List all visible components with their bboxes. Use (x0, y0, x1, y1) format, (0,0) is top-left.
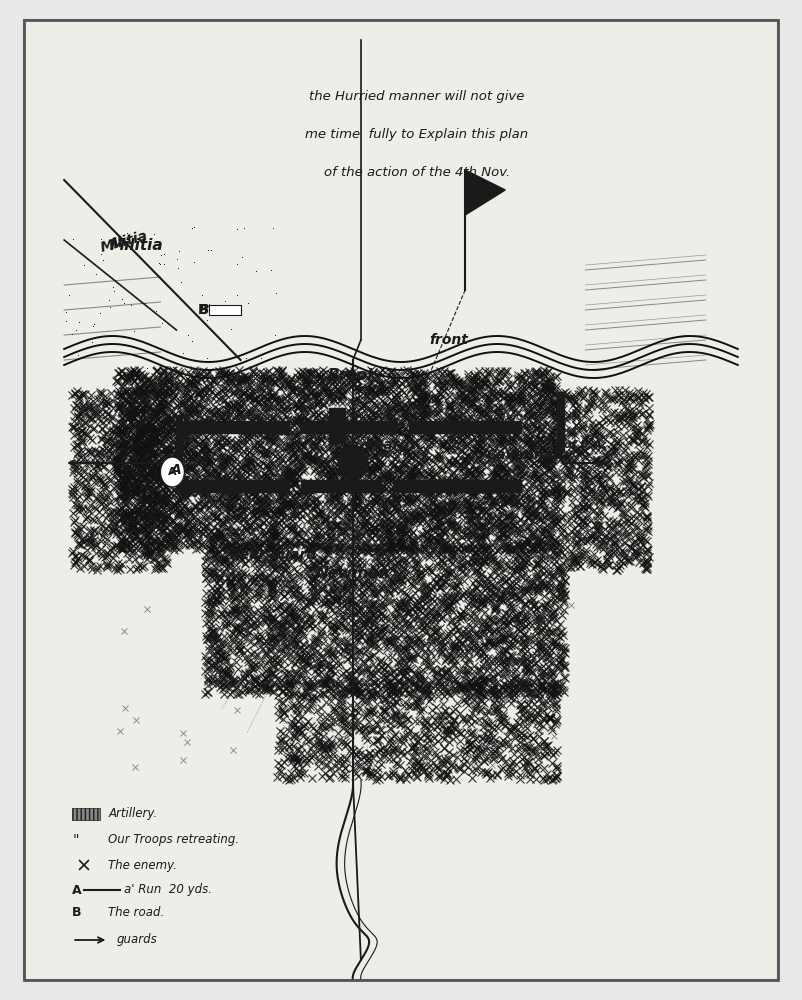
Bar (176, 415, 182, 490)
Text: a' Run  20 yds.: a' Run 20 yds. (124, 884, 213, 896)
Bar (409, 421, 521, 433)
Text: B: B (72, 906, 82, 918)
Text: Gaithers Batt.: Gaithers Batt. (332, 498, 406, 507)
Text: me time  fully to Explain this plan: me time fully to Explain this plan (306, 128, 529, 141)
Bar (393, 480, 521, 492)
Text: of B.A.: of B.A. (565, 440, 606, 450)
Text: Reargt.: Reargt. (364, 438, 422, 452)
Text: front: front (430, 333, 468, 347)
Text: Artillery.: Artillery. (108, 808, 157, 820)
Text: Newman: Newman (316, 566, 390, 580)
Text: the Hurried manner will not give: the Hurried manner will not give (310, 90, 525, 103)
Text: of the action of the 4th Nov.: of the action of the 4th Nov. (324, 166, 510, 179)
Text: The road.: The road. (108, 906, 164, 918)
Bar (184, 476, 188, 498)
Text: ": " (72, 833, 79, 847)
Text: The enemy.: The enemy. (108, 858, 177, 871)
Text: Militia: Militia (99, 229, 150, 255)
Text: A: A (171, 463, 182, 477)
Circle shape (160, 457, 184, 487)
Bar (184, 414, 188, 440)
Text: guards: guards (116, 934, 157, 946)
Text: Brook: Brook (328, 367, 378, 382)
Text: B: B (199, 303, 210, 317)
Bar (176, 480, 289, 492)
Bar (557, 392, 564, 452)
Text: Rear guard: Rear guard (229, 548, 316, 562)
Text: Butlers Batt.: Butlers Batt. (215, 413, 282, 422)
FancyBboxPatch shape (24, 20, 778, 980)
Text: 2d U.S. Regt.: 2d U.S. Regt. (455, 498, 524, 507)
Polygon shape (465, 170, 505, 215)
Text: A: A (72, 884, 82, 896)
Bar (301, 480, 381, 492)
Text: Clarks Batt.: Clarks Batt. (338, 413, 400, 422)
Text: Bedengers Batt.: Bedengers Batt. (202, 498, 287, 507)
Bar (209, 305, 241, 315)
Bar (301, 421, 397, 433)
Text: A: A (168, 467, 176, 477)
Text: Cavannah: Cavannah (487, 448, 564, 462)
Bar (72, 808, 100, 820)
Text: B: B (197, 303, 209, 317)
Bar (329, 408, 345, 443)
Text: Pattersons Batt.: Pattersons Batt. (444, 413, 527, 422)
Bar (176, 421, 289, 433)
Circle shape (338, 445, 367, 481)
Text: Our Troops retreating.: Our Troops retreating. (108, 834, 239, 846)
Text: Militia: Militia (110, 237, 163, 252)
